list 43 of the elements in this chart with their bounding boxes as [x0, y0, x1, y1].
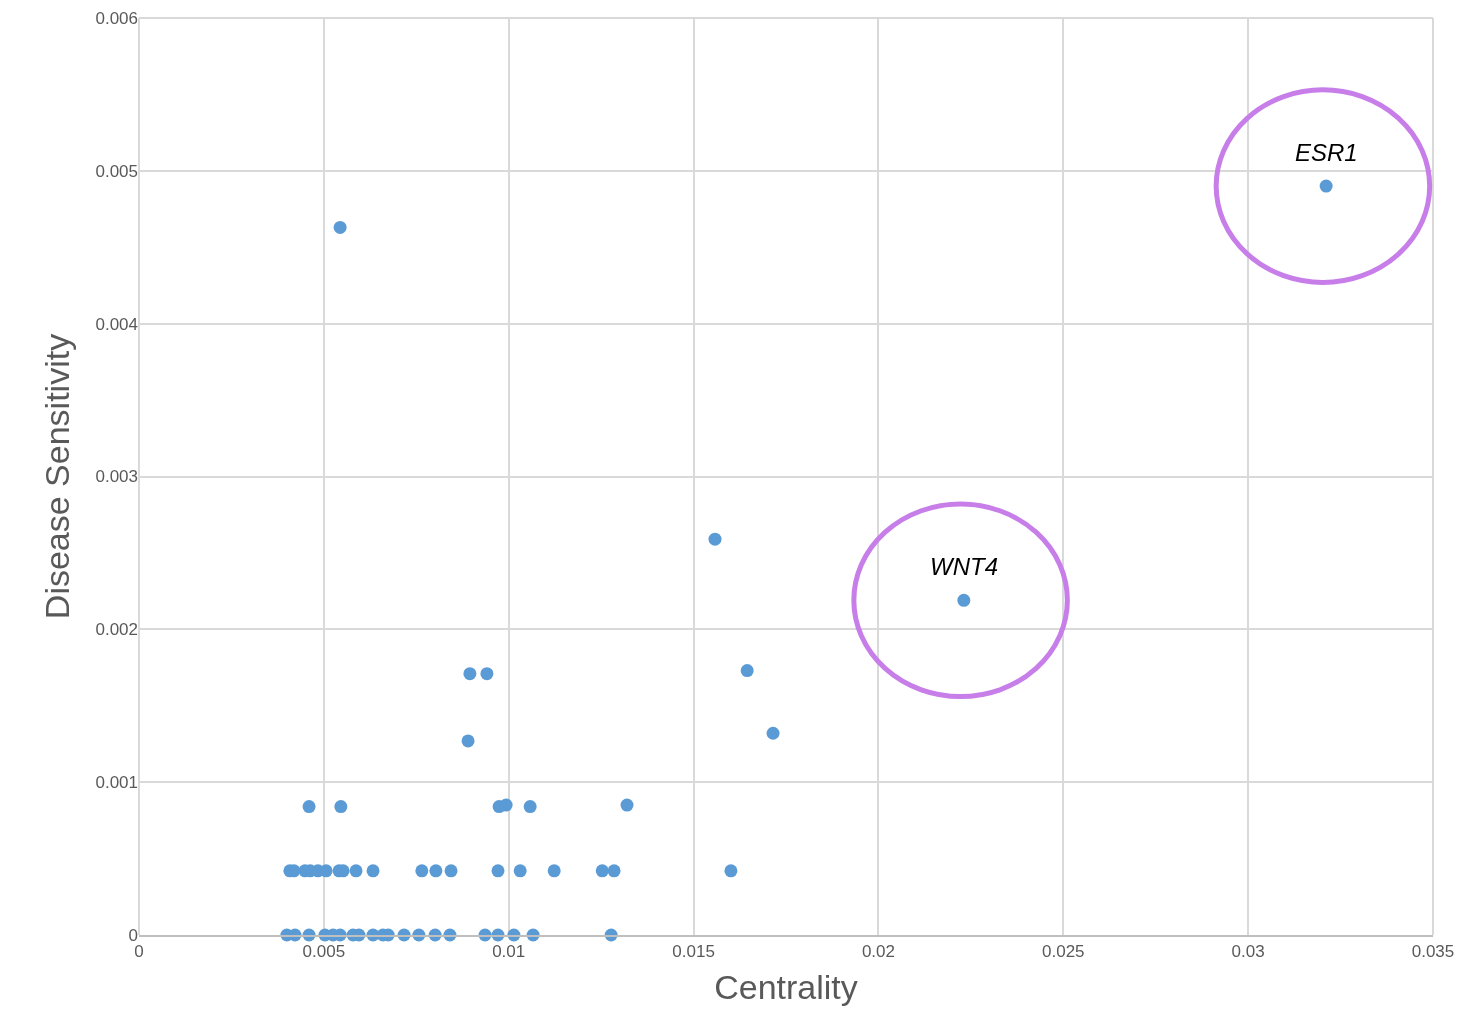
point — [499, 798, 513, 812]
annotation: WNT4 — [930, 553, 998, 580]
point — [461, 734, 475, 748]
y-tick-label: 0 — [128, 925, 138, 945]
y-tick-label: 0.006 — [95, 8, 138, 28]
point — [491, 864, 505, 878]
point — [1319, 179, 1333, 193]
point — [523, 800, 537, 814]
y-tick-label: 0.003 — [95, 467, 138, 487]
point — [595, 864, 609, 878]
point — [334, 800, 348, 814]
x-axis-title: Centrality — [714, 968, 858, 1007]
point — [349, 864, 363, 878]
x-tick-label: 0.015 — [672, 942, 715, 962]
point — [607, 864, 621, 878]
point — [740, 664, 754, 678]
point — [444, 864, 458, 878]
x-tick-label: 0.025 — [1042, 942, 1085, 962]
point — [620, 798, 634, 812]
x-tick-label: 0.005 — [302, 942, 346, 962]
point — [302, 800, 316, 814]
point — [547, 864, 561, 878]
y-axis-title: Disease Sensitivity — [38, 333, 77, 620]
point — [957, 593, 971, 607]
point — [463, 667, 477, 681]
y-tick-label: 0.004 — [95, 314, 138, 334]
point — [415, 864, 429, 878]
point — [724, 864, 738, 878]
point — [366, 864, 380, 878]
x-tick-label: 0.02 — [861, 942, 895, 962]
point — [333, 220, 347, 234]
y-tick-label: 0.002 — [95, 620, 138, 640]
x-tick-label: 0.01 — [492, 942, 526, 962]
x-tick-label: 0.035 — [1411, 942, 1455, 962]
annotation: ESR1 — [1295, 139, 1358, 166]
x-tick-label: 0.03 — [1231, 942, 1265, 962]
y-tick-label: 0.001 — [95, 773, 138, 793]
point — [513, 864, 527, 878]
point — [708, 532, 722, 546]
point — [480, 667, 494, 681]
point — [429, 864, 443, 878]
point — [766, 726, 780, 740]
y-tick-label: 0.005 — [95, 161, 138, 181]
